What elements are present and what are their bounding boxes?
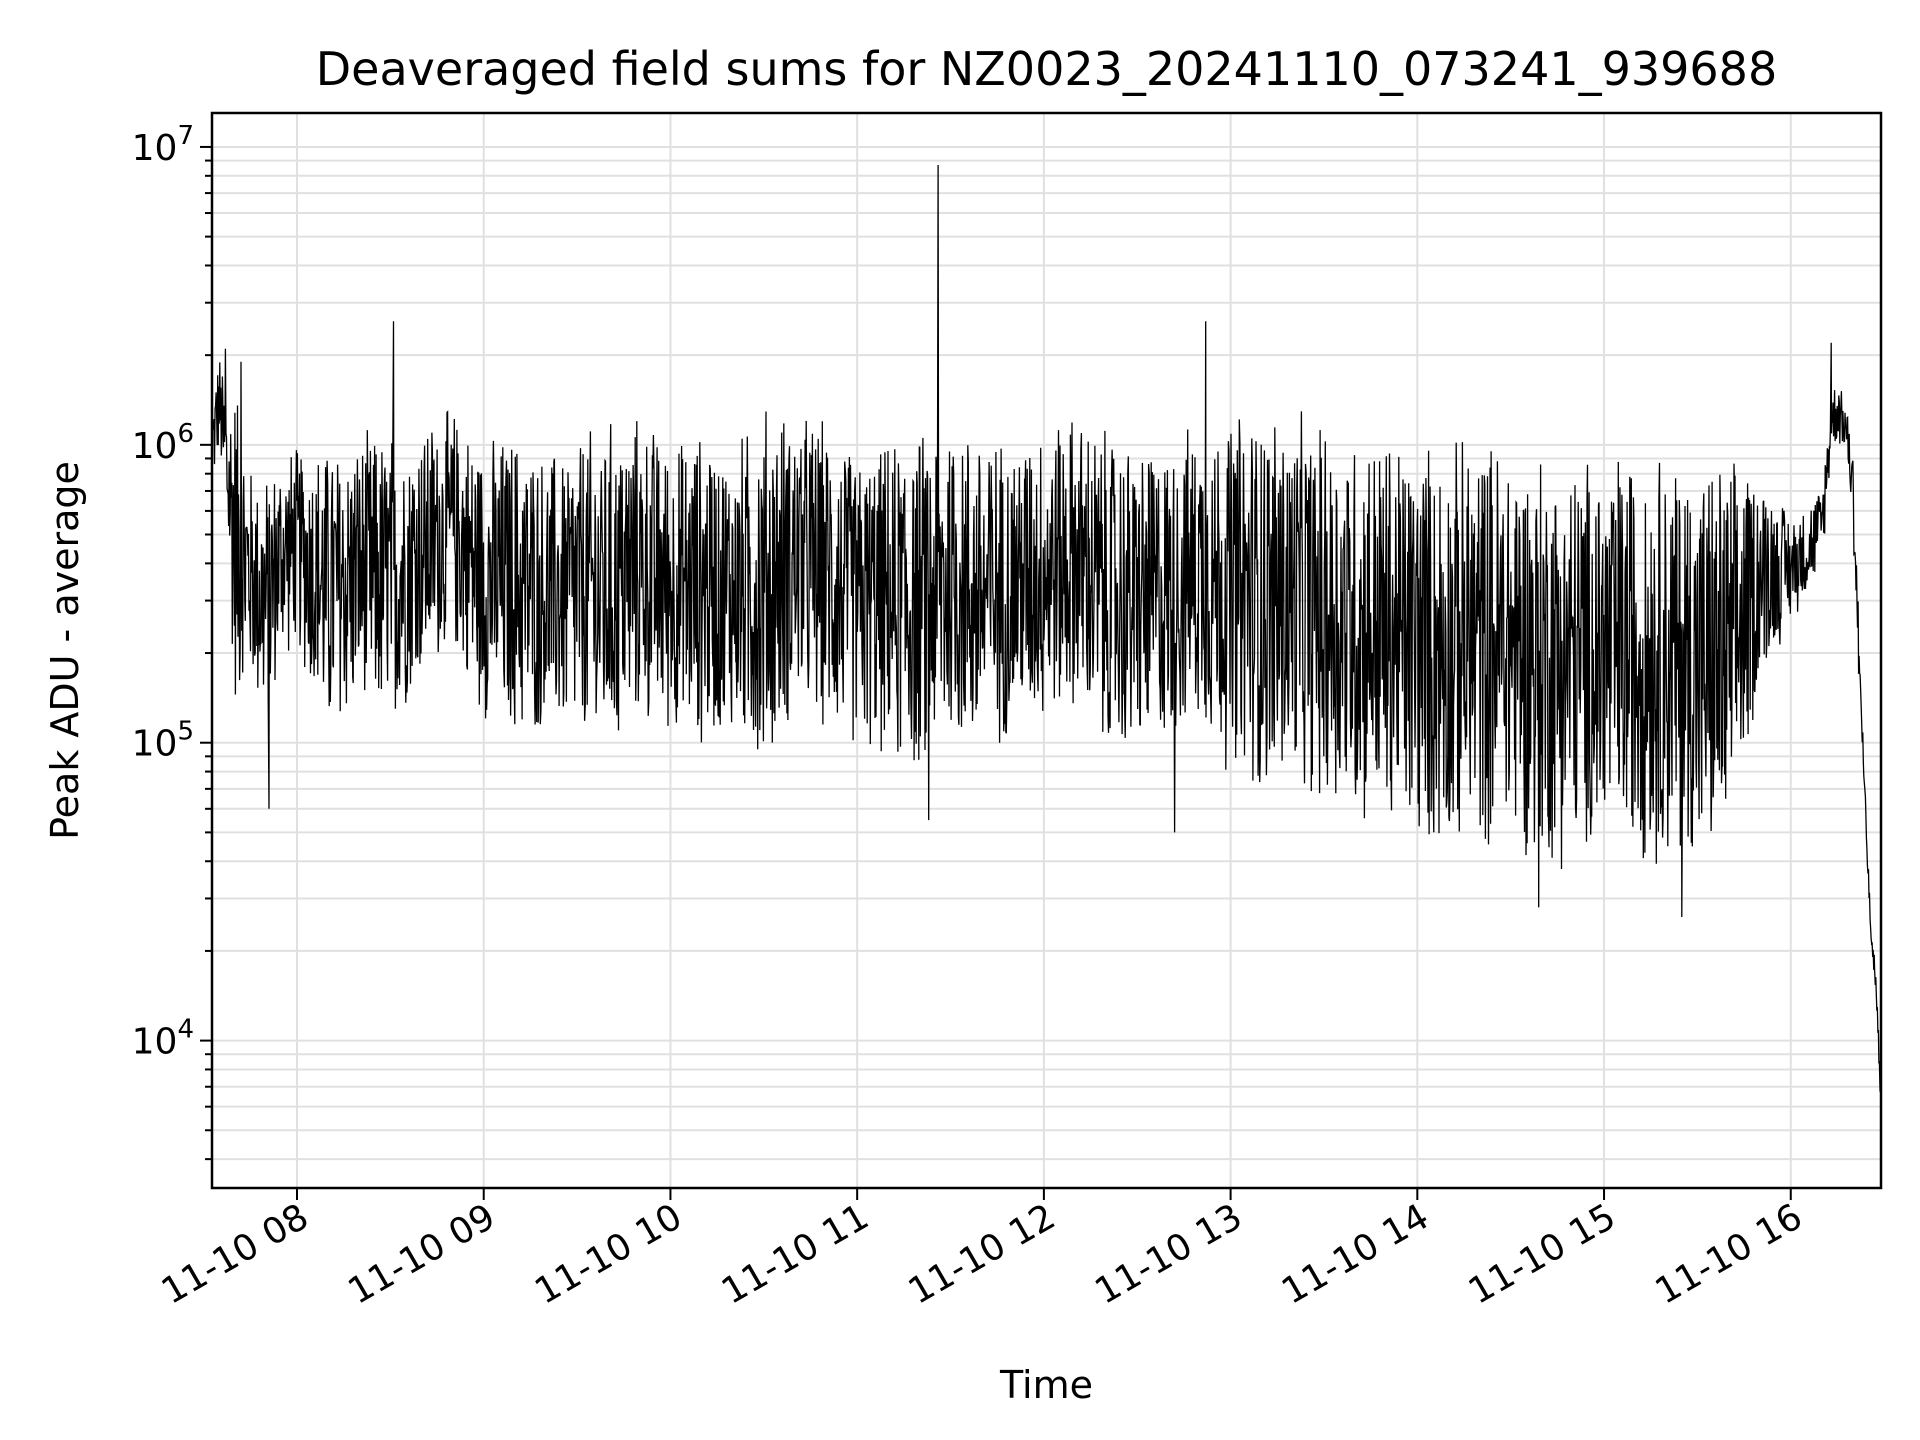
y-tick-exponent: 6 <box>177 419 194 449</box>
x-tick-labels: 11-10 08 11-10 09 11-10 10 11-10 11 11-10 12… <box>155 1196 1809 1312</box>
y-axis-label: Peak ADU - average <box>43 461 87 840</box>
y-tick-label: 104 <box>132 1015 194 1063</box>
x-axis-label: Time <box>999 1363 1093 1407</box>
x-tick-label: 11-10 13 <box>1088 1196 1249 1312</box>
grid-lines <box>212 113 1881 1188</box>
x-tick-label: 11-10 09 <box>342 1196 503 1312</box>
chart-title: Deaveraged field sums for NZ0023_2024111… <box>316 42 1777 96</box>
x-tick-label: 11-10 08 <box>155 1196 316 1312</box>
y-tick-label: 105 <box>132 717 194 765</box>
y-tick-exponent: 7 <box>177 121 194 151</box>
x-tick-label: 11-10 12 <box>902 1196 1063 1312</box>
y-tick-exponent: 5 <box>177 717 194 747</box>
axis-ticks <box>200 145 1792 1200</box>
plot-frame <box>210 111 1883 1190</box>
series-line <box>212 164 1882 1104</box>
y-tick-exponent: 4 <box>177 1015 194 1045</box>
y-tick-base: 10 <box>132 128 178 169</box>
y-tick-base: 10 <box>132 1022 178 1063</box>
y-tick-base: 10 <box>132 724 178 765</box>
y-tick-label: 106 <box>132 419 194 467</box>
x-tick-label: 11-10 15 <box>1462 1196 1623 1312</box>
y-tick-label: 107 <box>132 121 194 169</box>
x-tick-label: 11-10 16 <box>1649 1196 1810 1312</box>
x-tick-label: 11-10 11 <box>715 1196 876 1312</box>
x-tick-label: 11-10 10 <box>528 1196 689 1312</box>
x-tick-label: 11-10 14 <box>1275 1196 1436 1312</box>
y-tick-base: 10 <box>132 426 178 467</box>
